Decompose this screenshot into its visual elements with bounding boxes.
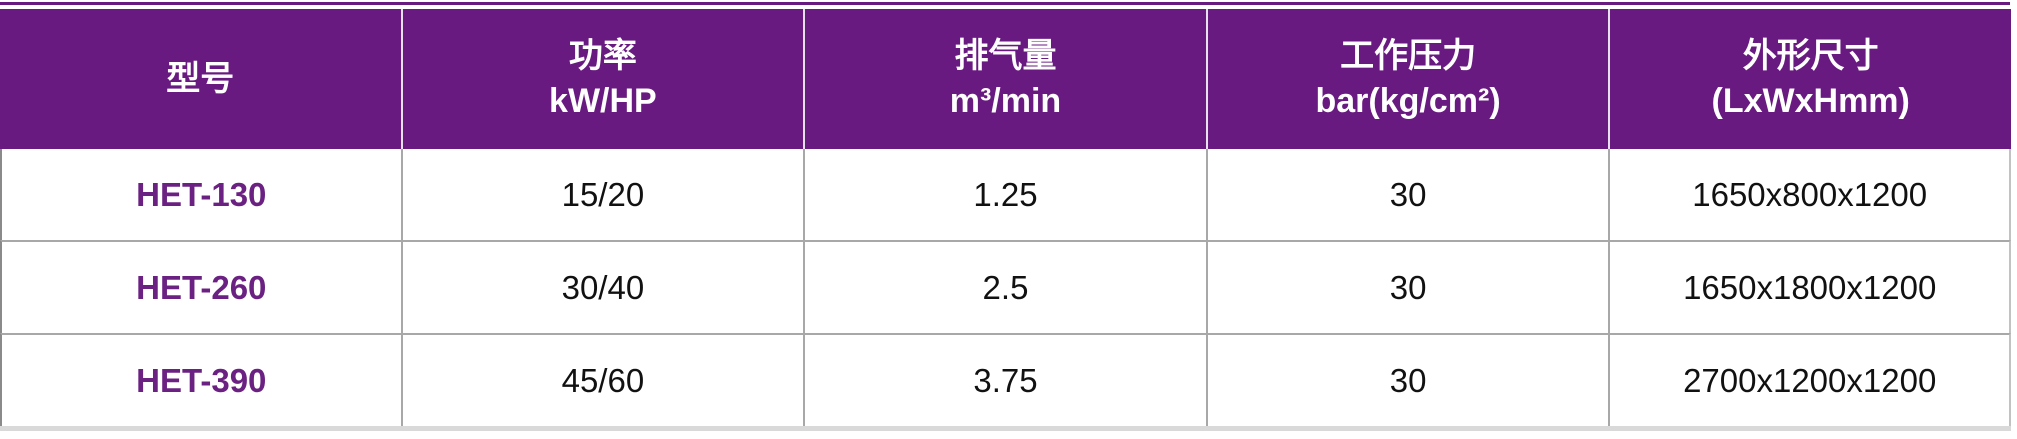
column-header-pressure-label: 工作压力 bbox=[1340, 37, 1477, 75]
cell-displacement: 2.5 bbox=[805, 240, 1208, 333]
cell-model: HET-390 bbox=[0, 333, 403, 426]
cell-pressure: 30 bbox=[1207, 333, 1611, 426]
column-header-pressure-unit: bar(kg/cm²) bbox=[1315, 82, 1501, 120]
header-row: 型号 功率 kW/HP 排气量 m³/min 工作压力 bar(kg/cm²) … bbox=[0, 9, 2011, 149]
cell-dimensions: 2700x1200x1200 bbox=[1610, 333, 2011, 426]
cell-pressure: 30 bbox=[1207, 240, 1611, 333]
cell-dimensions: 1650x1800x1200 bbox=[1610, 240, 2011, 333]
column-header-dimensions-label: 外形尺寸 bbox=[1742, 37, 1879, 75]
product-spec-table: 型号 功率 kW/HP 排气量 m³/min 工作压力 bar(kg/cm²) … bbox=[0, 9, 2011, 431]
column-header-model: 型号 bbox=[0, 9, 403, 149]
cell-pressure: 30 bbox=[1207, 149, 1611, 240]
top-accent-rule bbox=[0, 2, 2010, 5]
table-body: HET-130 15/20 1.25 30 1650x800x1200 HET-… bbox=[0, 149, 2011, 426]
cell-displacement: 1.25 bbox=[805, 149, 1208, 240]
cell-dimensions: 1650x800x1200 bbox=[1610, 149, 2011, 240]
table-header: 型号 功率 kW/HP 排气量 m³/min 工作压力 bar(kg/cm²) … bbox=[0, 9, 2011, 149]
table-row: HET-390 45/60 3.75 30 2700x1200x1200 bbox=[0, 333, 2011, 426]
column-header-power-unit: kW/HP bbox=[549, 82, 657, 120]
table-row: HET-260 30/40 2.5 30 1650x1800x1200 bbox=[0, 240, 2011, 333]
cell-power: 15/20 bbox=[402, 149, 806, 240]
column-header-power-label: 功率 bbox=[568, 37, 637, 75]
cell-model: HET-130 bbox=[0, 149, 403, 240]
column-header-dimensions: 外形尺寸 (LxWxHmm) bbox=[1610, 9, 2011, 149]
column-header-dimensions-unit: (LxWxHmm) bbox=[1711, 82, 1910, 120]
table-row: HET-130 15/20 1.25 30 1650x800x1200 bbox=[0, 149, 2011, 240]
column-header-model-label: 型号 bbox=[166, 59, 235, 98]
column-header-displacement: 排气量 m³/min bbox=[805, 9, 1208, 149]
cell-model: HET-260 bbox=[0, 240, 403, 333]
column-header-power: 功率 kW/HP bbox=[402, 9, 806, 149]
cell-power: 45/60 bbox=[402, 333, 806, 426]
cell-displacement: 3.75 bbox=[805, 333, 1208, 426]
cell-power: 30/40 bbox=[402, 240, 806, 333]
column-header-pressure: 工作压力 bar(kg/cm²) bbox=[1207, 9, 1611, 149]
column-header-displacement-unit: m³/min bbox=[949, 82, 1062, 120]
column-header-displacement-label: 排气量 bbox=[954, 37, 1057, 75]
